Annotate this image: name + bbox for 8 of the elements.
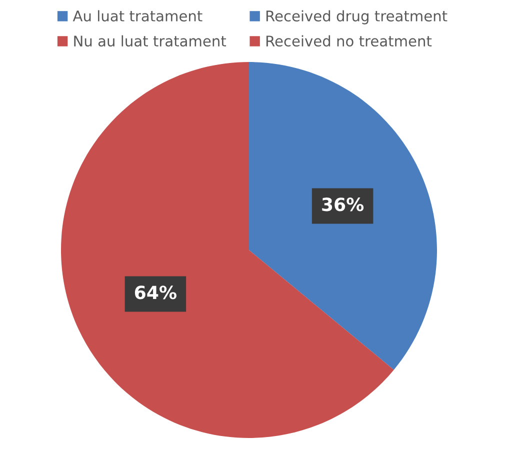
pie-slice xyxy=(61,62,394,438)
text: Received no treatment xyxy=(266,35,432,47)
legend-label: Nu au luat tratament xyxy=(74,35,226,47)
text: Received drug treatment xyxy=(266,10,448,24)
data-label: 36% xyxy=(322,198,364,212)
legend-label: Au luat tratament xyxy=(72,10,202,22)
data-label: 64% xyxy=(134,286,176,300)
pie-slice xyxy=(249,62,437,370)
